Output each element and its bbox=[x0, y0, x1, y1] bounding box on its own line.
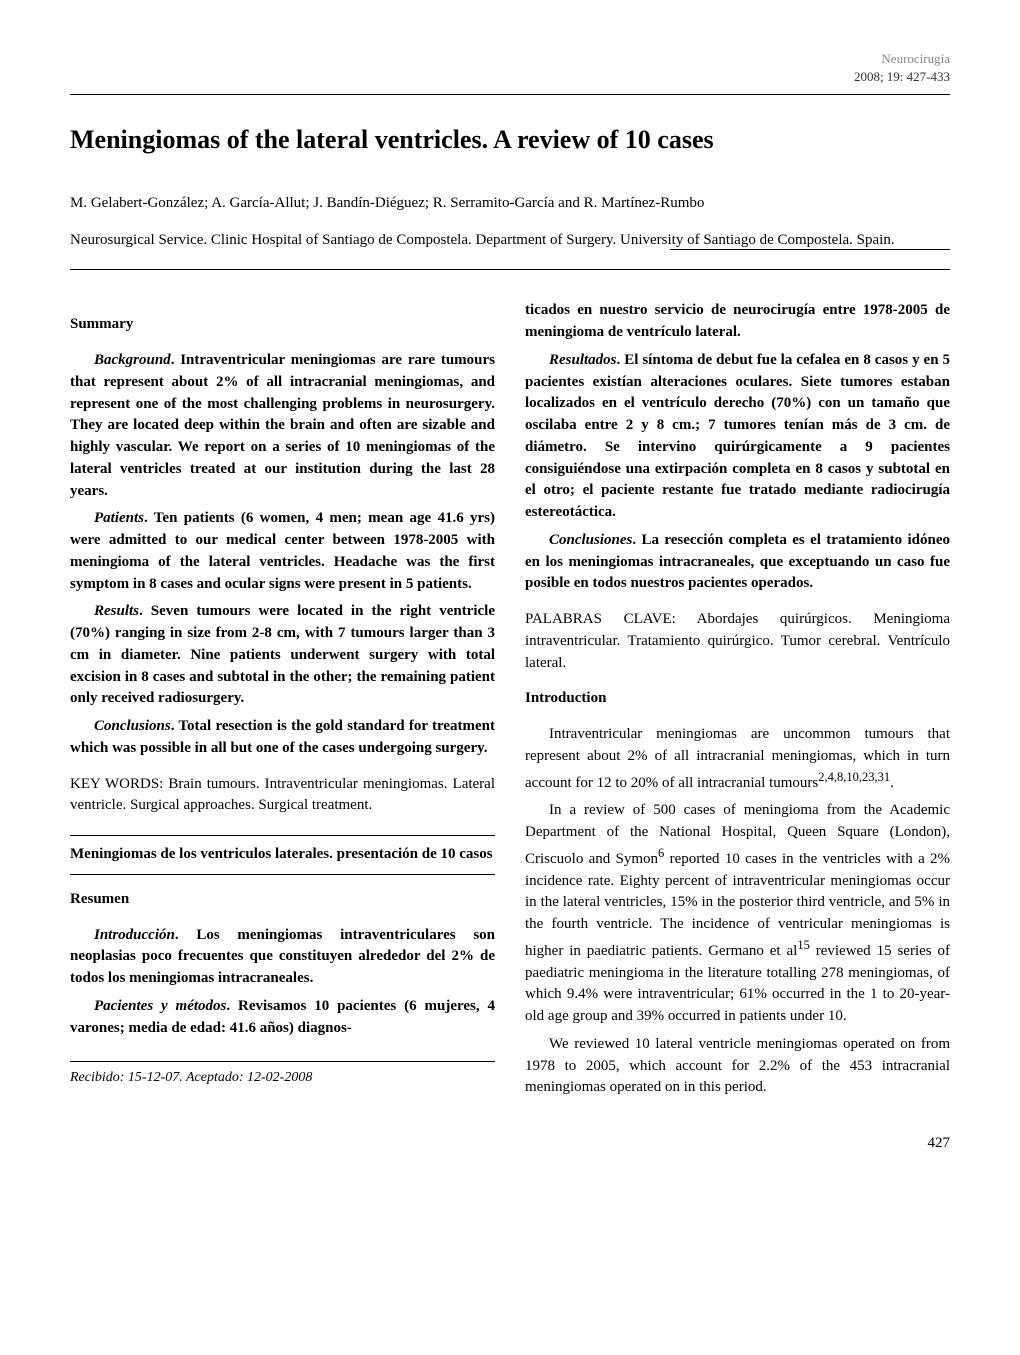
abstract-results: Results. Seven tumours were located in t… bbox=[70, 601, 495, 710]
two-column-body: Summary Background. Intraventricular men… bbox=[70, 300, 950, 1105]
results-label: Results bbox=[94, 603, 139, 619]
resumen-heading: Resumen bbox=[70, 889, 495, 911]
resumen-continuation: ticados en nuestro servicio de neurociru… bbox=[525, 300, 950, 344]
spanish-title-box: Meningiomas de los ventriculos laterales… bbox=[70, 835, 495, 875]
resumen-pacientes: Pacientes y métodos. Revisamos 10 pacien… bbox=[70, 996, 495, 1040]
page-number: 427 bbox=[70, 1135, 950, 1152]
authors-line: M. Gelabert-González; A. García-Allut; J… bbox=[70, 195, 950, 212]
intro-paragraph-1: Intraventricular meningiomas are uncommo… bbox=[525, 724, 950, 794]
resumen-conclusiones: Conclusiones. La resección completa es e… bbox=[525, 530, 950, 595]
mid-rule bbox=[70, 269, 950, 270]
resumen-introduccion: Introducción. Los meningiomas intraventr… bbox=[70, 925, 495, 990]
conclusiones-label: Conclusiones bbox=[549, 532, 632, 548]
pacientes-label: Pacientes y métodos bbox=[94, 998, 226, 1014]
issue-info: 2008; 19: 427-433 bbox=[854, 69, 950, 84]
abstract-background: Background. Intraventricular meningiomas… bbox=[70, 350, 495, 502]
resultados-label: Resultados bbox=[549, 352, 617, 368]
keywords-es: PALABRAS CLAVE: Abordajes quirúrgicos. M… bbox=[525, 609, 950, 674]
keywords-en: KEY WORDS: Brain tumours. Intraventricul… bbox=[70, 774, 495, 818]
summary-heading: Summary bbox=[70, 314, 495, 336]
intro-p1-refs: 2,4,8,10,23,31 bbox=[818, 770, 890, 784]
abstract-patients: Patients. Ten patients (6 women, 4 men; … bbox=[70, 508, 495, 595]
resumen-resultados: Resultados. El síntoma de debut fue la c… bbox=[525, 350, 950, 524]
top-rule bbox=[70, 94, 950, 95]
background-label: Background bbox=[94, 352, 171, 368]
introduccion-label: Introducción bbox=[94, 927, 175, 943]
intro-paragraph-2: In a review of 500 cases of meningioma f… bbox=[525, 800, 950, 1028]
received-accepted-dates: Recibido: 15-12-07. Aceptado: 12-02-2008 bbox=[70, 1061, 495, 1088]
introduction-heading: Introduction bbox=[525, 688, 950, 710]
intro-p2-ref2: 15 bbox=[797, 938, 810, 952]
right-column: ticados en nuestro servicio de neurociru… bbox=[525, 300, 950, 1105]
abstract-conclusions: Conclusions. Total resection is the gold… bbox=[70, 716, 495, 760]
intro-p1-end: . bbox=[890, 775, 894, 791]
affiliation-line: Neurosurgical Service. Clinic Hospital o… bbox=[70, 232, 950, 249]
page-header: Neurocirugía 2008; 19: 427-433 bbox=[70, 50, 950, 86]
intro-paragraph-3: We reviewed 10 lateral ventricle meningi… bbox=[525, 1034, 950, 1099]
background-text: . Intraventricular meningiomas are rare … bbox=[70, 352, 495, 499]
left-column: Summary Background. Intraventricular men… bbox=[70, 300, 495, 1105]
ticados-text: ticados en nuestro servicio de neurociru… bbox=[525, 302, 950, 340]
article-title: Meningiomas of the lateral ventricles. A… bbox=[70, 125, 950, 155]
resultados-text: . El síntoma de debut fue la cefalea en … bbox=[525, 352, 950, 520]
short-rule bbox=[670, 249, 950, 250]
conclusions-label: Conclusions bbox=[94, 718, 171, 734]
patients-label: Patients bbox=[94, 510, 144, 526]
journal-name: Neurocirugía bbox=[881, 51, 950, 66]
